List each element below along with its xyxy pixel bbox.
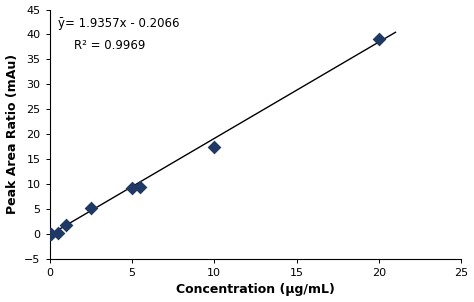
Text: R² = 0.9969: R² = 0.9969: [74, 40, 146, 53]
Point: [375, 37, 383, 42]
Point: [46, 232, 53, 236]
Point: [62, 223, 70, 228]
Point: [128, 186, 136, 191]
Point: [54, 230, 62, 235]
Point: [47, 232, 55, 236]
X-axis label: Concentration (µg/mL): Concentration (µg/mL): [176, 284, 335, 297]
Point: [87, 205, 94, 210]
Point: [210, 144, 218, 149]
Point: [137, 184, 144, 189]
Text: ȳ= 1.9357x - 0.2066: ȳ= 1.9357x - 0.2066: [58, 17, 179, 30]
Y-axis label: Peak Area Ratio (mAu): Peak Area Ratio (mAu): [6, 54, 18, 214]
